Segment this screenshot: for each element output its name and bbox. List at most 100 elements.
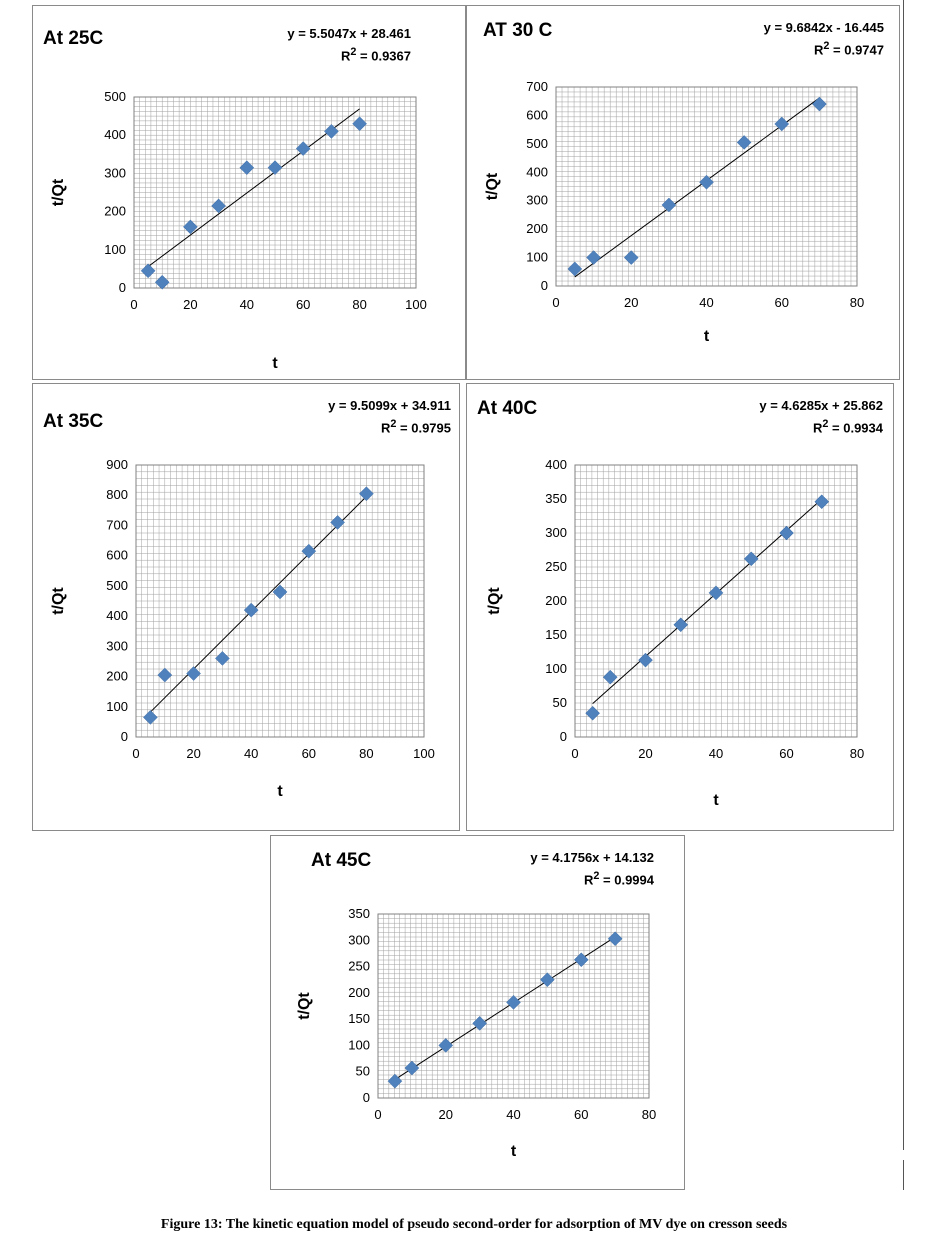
y-tick-label: 700 xyxy=(526,79,548,94)
data-point xyxy=(295,141,311,156)
y-tick-label: 100 xyxy=(348,1037,370,1052)
regression-equation: y = 9.6842x - 16.445 xyxy=(763,20,884,35)
r-squared: R2 = 0.9795 xyxy=(381,418,451,436)
r-squared-value: = 0.9367 xyxy=(356,48,411,64)
trendline-equation: y = 5.5047x + 28.461 R2 = 0.9367 xyxy=(287,24,411,65)
x-tick-label: 0 xyxy=(571,746,578,761)
data-point xyxy=(211,198,226,214)
x-tick-label: 80 xyxy=(642,1107,656,1122)
y-axis-label: t/Qt xyxy=(50,587,67,615)
trendline-equation: y = 9.5099x + 34.911 R2 = 0.9795 xyxy=(328,396,451,437)
chart-panel-45c: At 45C y = 4.1756x + 14.132 R2 = 0.9994 … xyxy=(270,835,685,1190)
y-tick-label: 100 xyxy=(526,250,548,265)
x-tick-label: 20 xyxy=(439,1107,453,1122)
chart-panel-30c: AT 30 C y = 9.6842x - 16.445 R2 = 0.9747… xyxy=(466,5,900,380)
chart-panel-25c: At 25C y = 5.5047x + 28.461 R2 = 0.9367 … xyxy=(32,5,466,380)
trendline-equation: y = 4.6285x + 25.862 R2 = 0.9934 xyxy=(759,396,883,437)
data-point xyxy=(743,551,759,567)
y-tick-label: 200 xyxy=(526,221,548,236)
data-point xyxy=(673,617,689,633)
y-tick-label: 100 xyxy=(545,661,567,676)
chart-title: At 35C xyxy=(43,411,104,432)
x-axis-label: t xyxy=(511,1143,517,1160)
y-tick-label: 50 xyxy=(553,695,567,710)
data-point xyxy=(540,972,555,988)
data-point xyxy=(272,584,288,600)
x-tick-label: 60 xyxy=(574,1107,588,1122)
x-tick-label: 0 xyxy=(130,297,137,312)
x-tick-label: 20 xyxy=(638,746,652,761)
data-point xyxy=(567,261,583,277)
y-tick-label: 300 xyxy=(106,638,128,653)
y-tick-label: 250 xyxy=(348,959,370,974)
data-point xyxy=(623,250,639,265)
y-tick-label: 600 xyxy=(526,107,548,122)
x-tick-label: 60 xyxy=(296,297,310,312)
x-tick-label: 80 xyxy=(850,746,864,761)
data-point xyxy=(661,197,677,213)
r-squared-symbol: R xyxy=(584,872,594,888)
data-point xyxy=(638,652,653,668)
x-tick-label: 40 xyxy=(506,1107,520,1122)
y-tick-label: 250 xyxy=(545,559,567,574)
chart-panel-35c: At 35C y = 9.5099x + 34.911 R2 = 0.9795 … xyxy=(32,383,460,831)
x-tick-label: 80 xyxy=(359,746,373,761)
y-tick-label: 500 xyxy=(104,89,126,104)
data-point xyxy=(472,1015,487,1031)
r-squared-value: = 0.9795 xyxy=(396,420,451,436)
plot-grid xyxy=(377,913,650,1099)
r-squared-value: = 0.9994 xyxy=(599,872,654,888)
data-point xyxy=(143,710,158,725)
y-tick-label: 600 xyxy=(106,548,128,563)
r-squared: R2 = 0.9994 xyxy=(584,870,654,888)
y-tick-label: 300 xyxy=(545,525,567,540)
data-point xyxy=(736,135,752,150)
data-point xyxy=(359,486,374,502)
x-tick-label: 80 xyxy=(352,297,366,312)
regression-equation: y = 5.5047x + 28.461 xyxy=(287,26,411,41)
plot-area-border xyxy=(555,86,858,287)
r-squared: R2 = 0.9367 xyxy=(341,46,411,64)
data-point xyxy=(140,263,156,279)
y-tick-label: 300 xyxy=(526,193,548,208)
scatter-plot: 0 100 200 300 400 500 0 20 40 60 80 100 t t/Qt xyxy=(50,89,427,372)
x-tick-label: 20 xyxy=(183,297,197,312)
x-tick-label: 0 xyxy=(374,1107,381,1122)
regression-equation: y = 4.6285x + 25.862 xyxy=(759,398,883,413)
trendline-equation: y = 9.6842x - 16.445 R2 = 0.9747 xyxy=(764,18,884,59)
x-tick-label: 40 xyxy=(240,297,254,312)
y-tick-label: 500 xyxy=(526,136,548,151)
r-squared-symbol: R xyxy=(381,420,391,436)
r-squared-symbol: R xyxy=(341,48,351,64)
chart-title: At 45C xyxy=(311,850,372,871)
y-tick-label: 100 xyxy=(106,699,128,714)
r-squared-value: = 0.9747 xyxy=(829,42,884,58)
data-point xyxy=(330,515,345,530)
regression-equation: y = 9.5099x + 34.911 xyxy=(328,398,451,413)
data-point xyxy=(812,96,827,112)
scatter-plot: 0 100 200 300 400 500 600 700 800 900 0 20 40 60 80 100… xyxy=(50,457,435,800)
y-tick-label: 200 xyxy=(348,985,370,1000)
y-axis-label: t/Qt xyxy=(484,172,501,200)
x-tick-label: 40 xyxy=(244,746,258,761)
y-tick-label: 350 xyxy=(545,491,567,506)
r-squared: R2 = 0.9747 xyxy=(814,40,884,58)
data-point xyxy=(404,1060,420,1076)
plot-area-border xyxy=(133,96,417,289)
y-axis-label: t/Qt xyxy=(486,587,503,615)
scatter-plot: 0 50 100 150 200 250 300 350 0 20 40 60 80 t t/Qt xyxy=(296,906,656,1160)
x-tick-label: 0 xyxy=(132,746,139,761)
x-tick-label: 60 xyxy=(775,295,789,310)
page-edge-line xyxy=(903,0,904,1150)
x-axis-label: t xyxy=(704,328,710,345)
y-tick-label: 200 xyxy=(104,204,126,219)
y-tick-label: 0 xyxy=(119,280,126,295)
data-point xyxy=(506,994,521,1010)
data-point xyxy=(239,160,255,176)
y-tick-label: 400 xyxy=(545,457,567,472)
data-point xyxy=(607,931,623,947)
data-point xyxy=(699,174,714,190)
y-tick-label: 0 xyxy=(121,729,128,744)
trendline xyxy=(150,496,367,713)
scatter-plot: 0 50 100 150 200 250 300 350 400 0 20 40 60 80 t t/Qt xyxy=(486,457,864,809)
